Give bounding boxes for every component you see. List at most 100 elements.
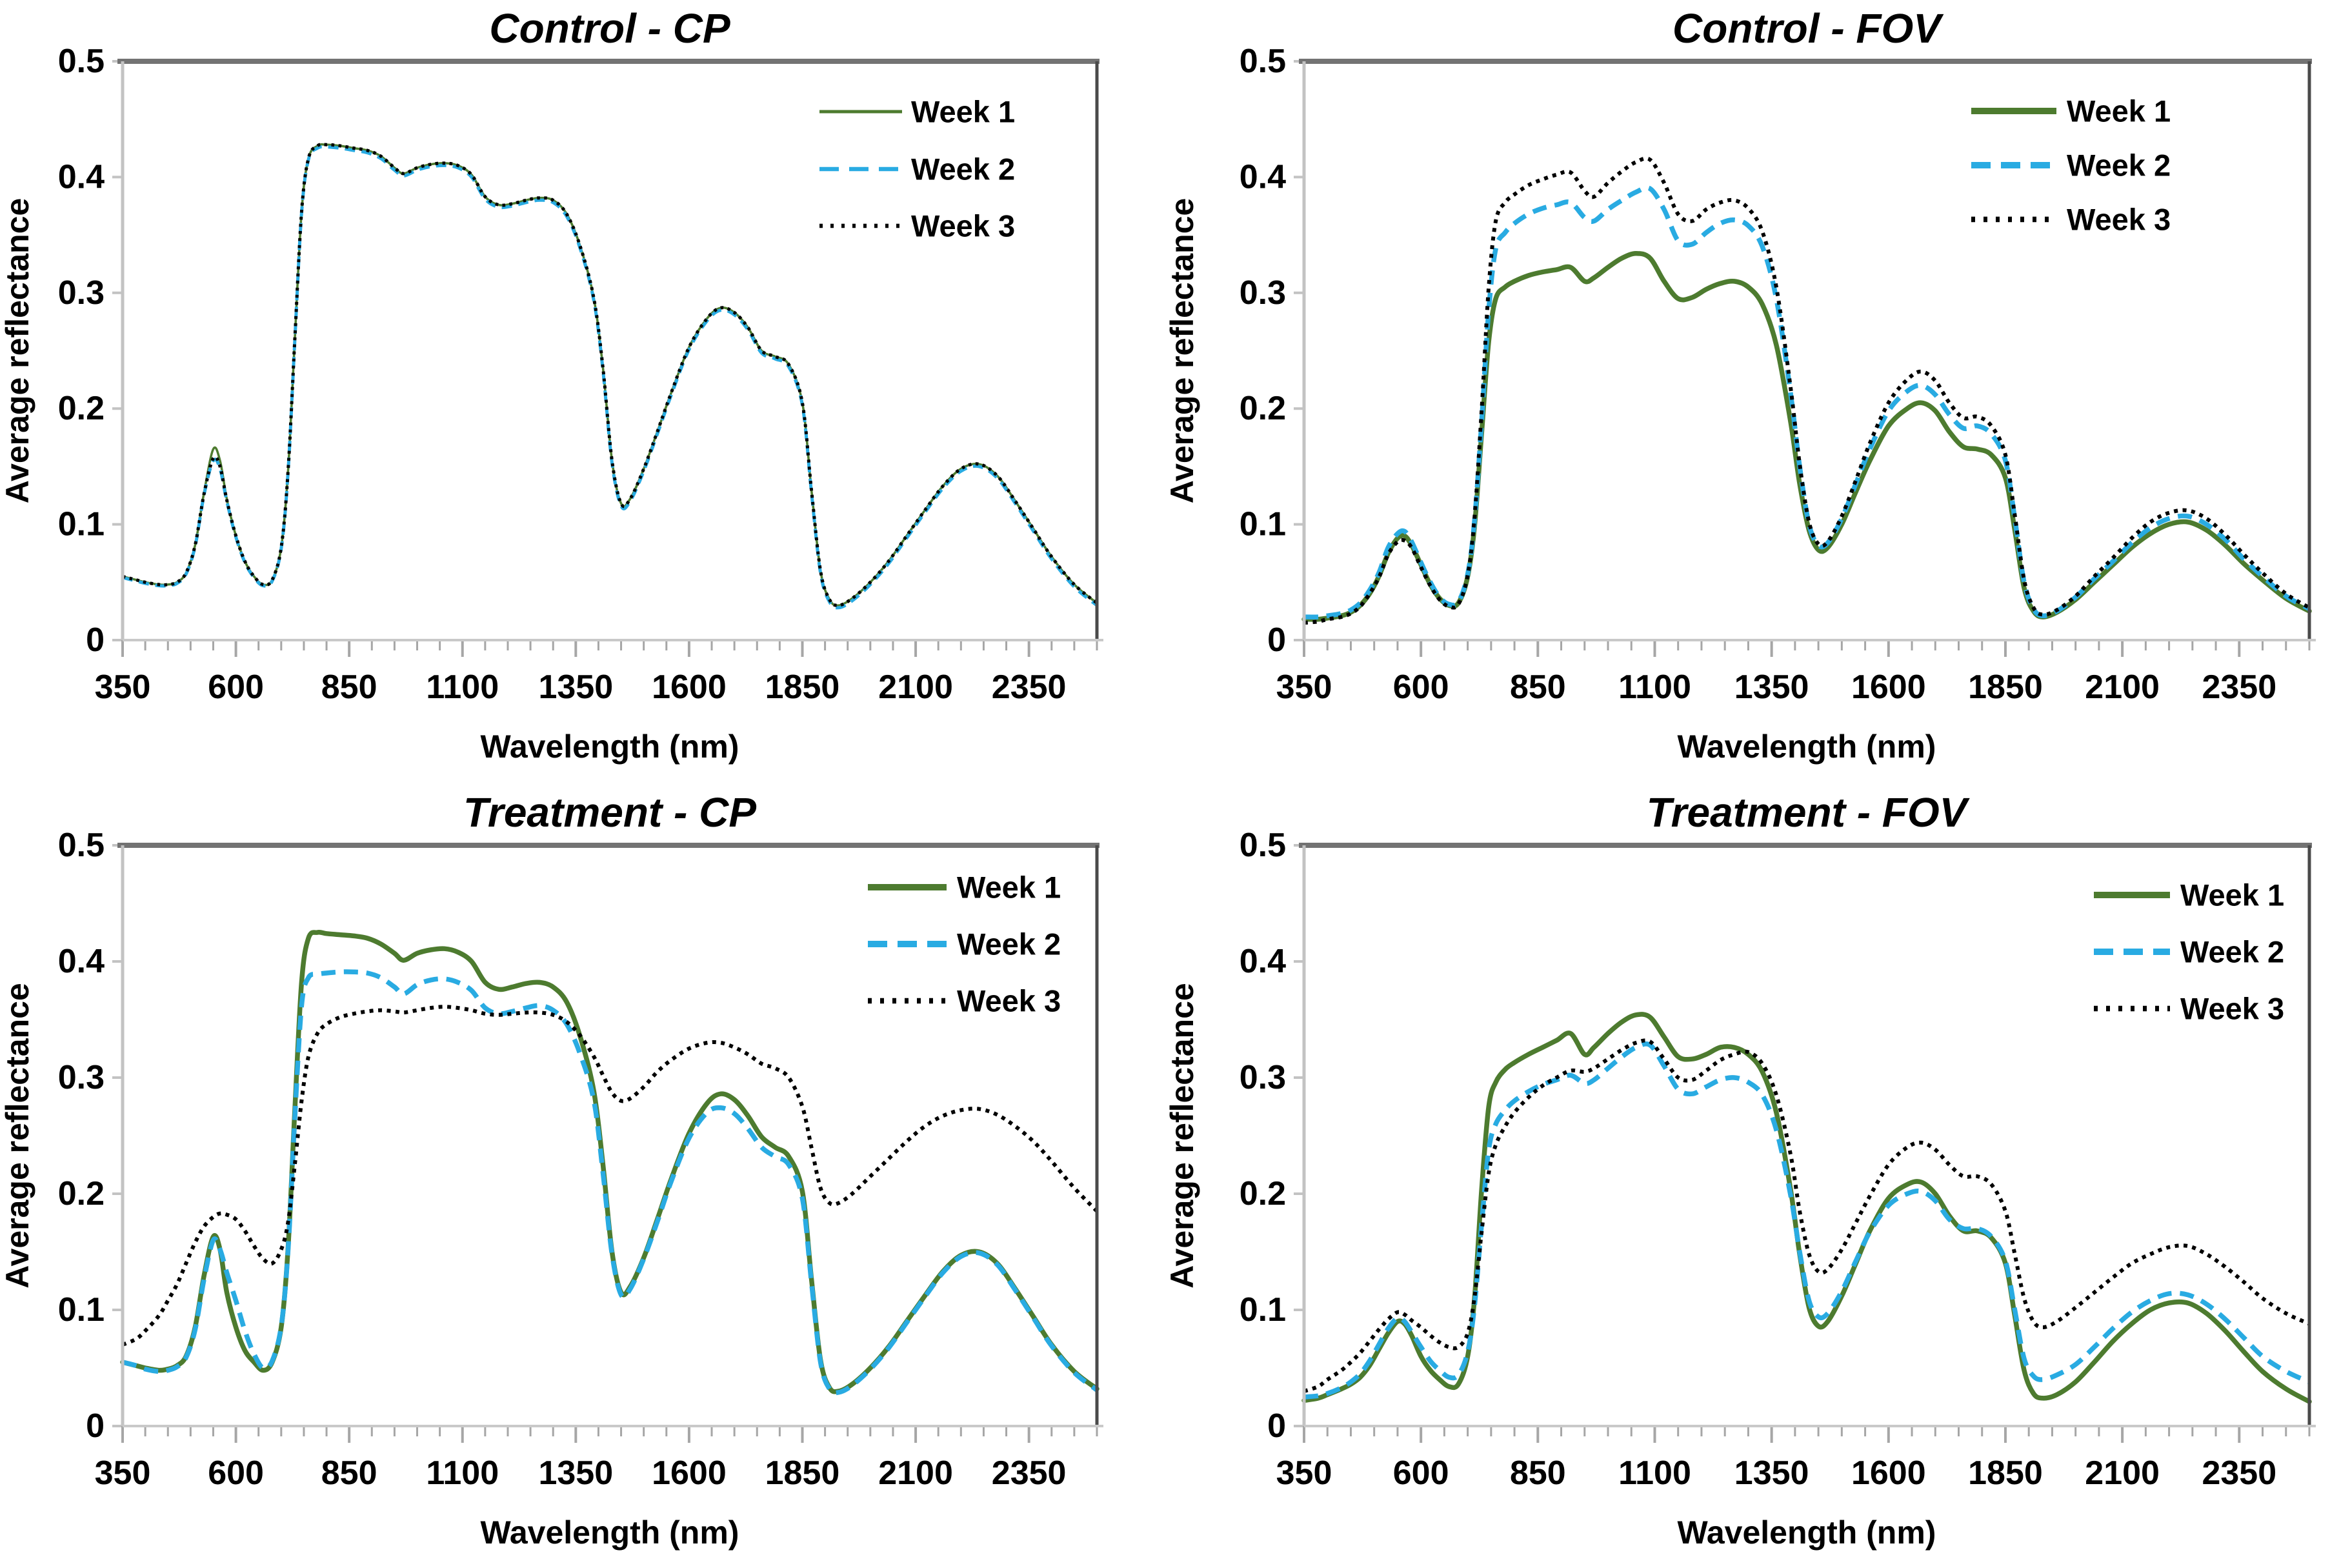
x-axis-title: Wavelength (nm): [1678, 1514, 1936, 1551]
x-tick-label: 1100: [1618, 1454, 1691, 1492]
panel-treatment-cp: Treatment - CP 0 0.1 0.2 0.3 0.4 0.5 350 600 850 1…: [0, 784, 1165, 1568]
series-line-week-2: [1303, 1041, 2311, 1400]
x-tick-label: 1350: [538, 1454, 613, 1492]
y-axis-title: Average reflectance: [1165, 983, 1200, 1288]
x-tick-label: 2350: [992, 1454, 1067, 1492]
y-tick-label: 0.1: [1240, 1291, 1286, 1329]
x-tick-label: 1100: [426, 1454, 499, 1492]
x-axis-title: Wavelength (nm): [1678, 729, 1936, 765]
y-tick-label: 0.4: [58, 158, 105, 196]
x-tick-label: 850: [321, 1454, 377, 1492]
x-tick-label: 1850: [1968, 668, 2043, 706]
x-tick-label: 1350: [538, 668, 613, 706]
y-tick-label: 0.2: [58, 1175, 105, 1212]
legend: Week 1 Week 2 Week 3: [1971, 94, 2171, 237]
x-tick-label: 350: [1276, 668, 1332, 706]
x-tick-label: 850: [321, 668, 377, 706]
y-tick-label: 0.5: [58, 827, 105, 864]
x-tick-label: 2100: [2085, 668, 2160, 706]
chart-title: Treatment - FOV: [1647, 789, 1971, 836]
series-line-week-1: [1301, 1012, 2312, 1404]
x-tick-label: 600: [1393, 1454, 1449, 1492]
panel-control-fov: Control - FOV 0 0.1 0.2 0.3 0.4 0.5 350 600 850 11…: [1165, 0, 2330, 784]
y-tick-label: 0.5: [58, 43, 105, 80]
legend-label-week-1: Week 1: [2180, 878, 2284, 912]
x-tick-label: 1850: [1968, 1454, 2043, 1492]
y-tick-label: 0.2: [1240, 390, 1286, 427]
x-tick-label: 1600: [652, 668, 727, 706]
y-tick-label: 0.3: [1240, 274, 1286, 312]
x-tick-label: 1100: [426, 668, 499, 706]
legend-label-week-2: Week 2: [911, 152, 1015, 186]
chart-treatment-fov: Treatment - FOV 0 0.1 0.2 0.3 0.4 0.5 350 600 850…: [1165, 789, 2316, 1551]
series-line-week-3: [122, 143, 1098, 607]
series-line-week-3: [121, 1005, 1099, 1347]
x-tick-label: 1600: [1851, 668, 1926, 706]
y-tick-label: 0.1: [1240, 506, 1286, 543]
x-tick-label: 1100: [1618, 668, 1691, 706]
series-line-week-3: [1303, 156, 2311, 625]
x-tick-label: 2100: [2085, 1454, 2160, 1492]
x-tick-label: 600: [208, 668, 264, 706]
x-tick-label: 350: [95, 668, 151, 706]
y-tick-label: 0.2: [1240, 1175, 1286, 1212]
x-tick-label: 2350: [2202, 668, 2276, 706]
y-tick-label: 0.4: [1240, 943, 1286, 980]
y-tick-label: 0.5: [1240, 827, 1286, 864]
series-line-week-3: [1303, 1038, 2311, 1393]
chart-control-fov: Control - FOV 0 0.1 0.2 0.3 0.4 0.5 350 600 850 11…: [1165, 5, 2316, 765]
legend-label-week-2: Week 2: [957, 927, 1061, 961]
x-tick-label: 850: [1510, 1454, 1566, 1492]
x-axis-title: Wavelength (nm): [481, 729, 739, 765]
x-tick-label: 1350: [1734, 1454, 1809, 1492]
x-tick-label: 1850: [765, 1454, 840, 1492]
legend-label-week-3: Week 3: [2067, 203, 2171, 237]
legend-label-week-2: Week 2: [2067, 148, 2171, 183]
x-tick-label: 850: [1510, 668, 1566, 706]
panel-control-cp: Control - CP 0 0.1 0.2 0.3 0.4 0.5 350 600 850 110…: [0, 0, 1165, 784]
y-tick-label: 0: [1267, 1407, 1286, 1445]
chart-title: Treatment - CP: [463, 789, 756, 836]
x-tick-label: 350: [95, 1454, 151, 1492]
legend-label-week-1: Week 1: [957, 870, 1061, 905]
y-tick-label: 0: [86, 621, 105, 659]
y-tick-label: 0: [86, 1407, 105, 1445]
x-axis-title: Wavelength (nm): [481, 1514, 739, 1551]
legend-label-week-2: Week 2: [2180, 935, 2284, 969]
x-tick-label: 1600: [1851, 1454, 1926, 1492]
x-tick-label: 2350: [992, 668, 1067, 706]
legend: Week 1 Week 2 Week 3: [2094, 878, 2284, 1026]
legend-label-week-3: Week 3: [2180, 992, 2284, 1026]
y-tick-label: 0.3: [58, 274, 105, 312]
y-tick-label: 0.3: [1240, 1059, 1286, 1096]
chart-control-cp: Control - CP 0 0.1 0.2 0.3 0.4 0.5 350 600 850 110…: [0, 5, 1103, 765]
x-tick-label: 2350: [2202, 1454, 2276, 1492]
y-tick-label: 0.4: [58, 943, 105, 980]
legend-label-week-3: Week 3: [911, 209, 1015, 243]
x-tick-label: 1350: [1734, 668, 1809, 706]
x-tick-label: 1600: [652, 1454, 727, 1492]
legend: Week 1 Week 2 Week 3: [819, 95, 1015, 243]
x-tick-label: 1850: [765, 668, 840, 706]
series-line-week-1: [120, 929, 1100, 1394]
series-line-week-2: [1303, 185, 2311, 619]
panel-treatment-fov: Treatment - FOV 0 0.1 0.2 0.3 0.4 0.5 350 600 850…: [1165, 784, 2330, 1568]
chart-title: Control - CP: [489, 5, 730, 52]
legend: Week 1 Week 2 Week 3: [868, 870, 1061, 1018]
y-tick-label: 0.4: [1240, 158, 1286, 196]
y-tick-label: 0.1: [58, 506, 105, 543]
legend-label-week-1: Week 1: [2067, 94, 2171, 128]
y-tick-label: 0.1: [58, 1291, 105, 1329]
y-axis-title: Average reflectance: [0, 198, 35, 503]
series-line-week-2: [122, 969, 1099, 1396]
y-tick-label: 0: [1267, 621, 1286, 659]
y-axis-title: Average reflectance: [0, 983, 35, 1288]
y-axis-title: Average reflectance: [1165, 198, 1200, 503]
legend-label-week-1: Week 1: [911, 95, 1015, 129]
chart-treatment-cp: Treatment - CP 0 0.1 0.2 0.3 0.4 0.5 350 600 850 1…: [0, 789, 1103, 1551]
series-line-week-1: [1301, 251, 2312, 622]
legend-label-week-3: Week 3: [957, 984, 1061, 1018]
x-tick-label: 600: [208, 1454, 264, 1492]
x-tick-label: 350: [1276, 1454, 1332, 1492]
